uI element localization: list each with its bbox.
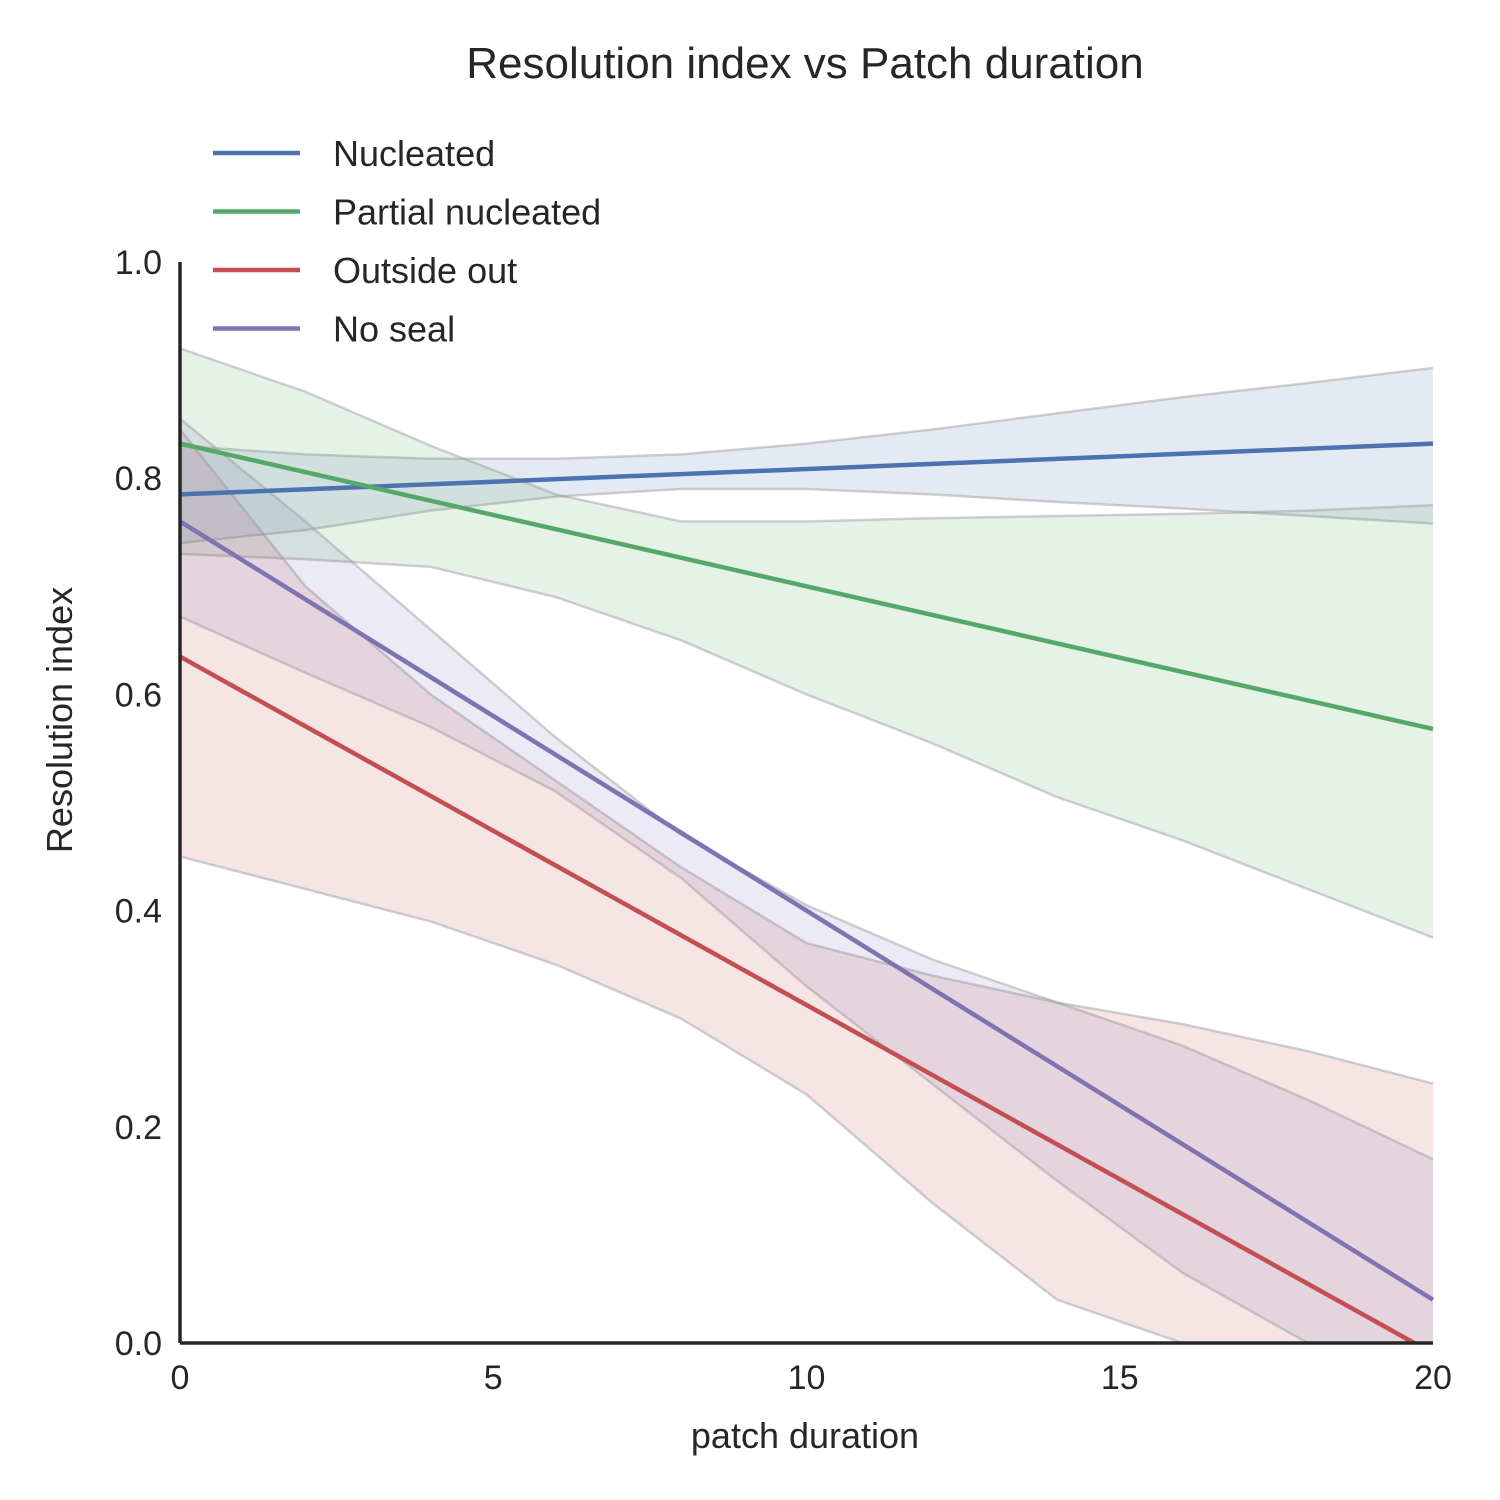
ci-lower-edge-nucleated (179, 487, 1434, 545)
ci-band-nucleated (180, 367, 1433, 544)
y-tick-labels: 0.0 0.2 0.4 0.6 0.8 1.0 (115, 244, 162, 1363)
x-tick-labels: 0 5 10 15 20 (171, 1359, 1452, 1397)
series-line-partial-nucleated (179, 441, 1434, 732)
ci-band-partial-nucleated (180, 348, 1433, 938)
y-tick-label: 0.8 (115, 460, 162, 498)
y-axis-label: Resolution index (39, 587, 80, 853)
ci-band-outside-out (180, 429, 1433, 1343)
legend-label-outside-out: Outside out (333, 250, 517, 291)
x-tick-label: 0 (171, 1359, 190, 1397)
y-tick-label: 0.4 (115, 893, 162, 931)
chart-title: Resolution index vs Patch duration (466, 39, 1144, 88)
series-line-no-seal (178, 519, 1435, 1302)
legend-label-nucleated: Nucleated (333, 133, 495, 174)
ci-upper-edge-nucleated (179, 366, 1434, 460)
x-axis-label: patch duration (691, 1415, 919, 1456)
legend-label-no-seal: No seal (333, 309, 455, 350)
ci-lower-edge-no-seal (179, 615, 1433, 1345)
ci-upper-edge-partial-nucleated (179, 347, 1434, 523)
x-tick-label: 20 (1414, 1359, 1452, 1397)
series-line-nucleated (179, 441, 1434, 497)
x-tick-label: 15 (1101, 1359, 1139, 1397)
ci-lower-edge-partial-nucleated (179, 552, 1434, 939)
x-tick-label: 5 (484, 1359, 503, 1397)
series-line-outside-out (178, 654, 1416, 1345)
legend-label-partial-nucleated: Partial nucleated (333, 192, 601, 233)
x-tick-label: 10 (788, 1359, 826, 1397)
ci-band-no-seal (180, 418, 1433, 1343)
ci-upper-edge-outside-out (179, 428, 1434, 1085)
y-tick-label: 0.2 (115, 1109, 162, 1147)
y-tick-label: 1.0 (115, 244, 162, 282)
legend: Nucleated Partial nucleated Outside out No … (213, 133, 601, 350)
ci-upper-edge-no-seal (179, 417, 1434, 1161)
ci-bands (179, 347, 1434, 1345)
y-tick-label: 0.0 (115, 1325, 162, 1363)
y-tick-label: 0.6 (115, 676, 162, 714)
series-lines (178, 441, 1435, 1345)
